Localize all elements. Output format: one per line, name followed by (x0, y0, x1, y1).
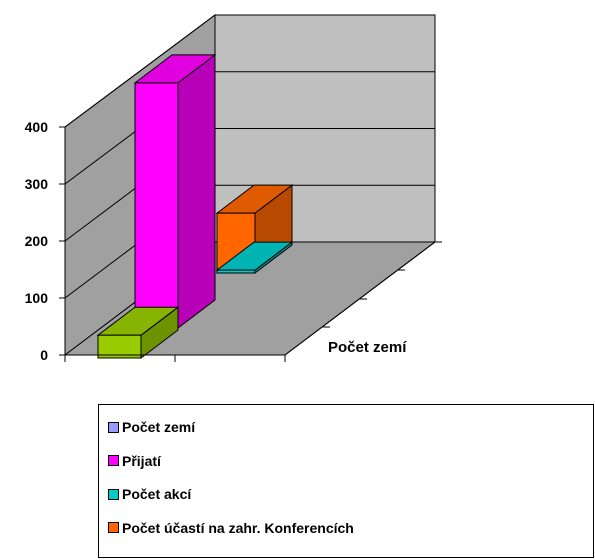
y-tick-labels: 0 100 200 300 400 (25, 119, 65, 363)
legend (98, 404, 594, 558)
bars (96, 53, 294, 360)
legend-swatch (108, 455, 119, 467)
bar-pocet-akci (215, 241, 294, 275)
gridline-side (64, 14, 216, 128)
legend-item-prijati: Přijatí (108, 453, 161, 469)
legend-label: Přijatí (122, 452, 161, 469)
y-tick-label: 0 (40, 347, 48, 363)
legend-label: Počet akcí (122, 486, 192, 503)
y-tick-label: 400 (25, 119, 49, 135)
legend-item-pocet-zemi: Počet zemí (108, 419, 195, 435)
depth-axis-label: Počet zemí (328, 339, 407, 356)
y-tick-label: 300 (25, 176, 49, 192)
legend-item-pocet-ucasti: Počet účastí na zahr. Konferencích (108, 520, 354, 536)
y-tick-label: 200 (25, 233, 49, 249)
legend-label: Počet zemí (122, 419, 196, 435)
bar-side-face (177, 53, 216, 330)
legend-swatch (108, 522, 119, 534)
bar-front-face (134, 82, 179, 329)
bar-unnamed (96, 306, 180, 360)
chart-plot: 0 100 200 300 400 Počet zemí (25, 14, 442, 363)
bar-front-face (97, 334, 142, 359)
y-tick-label: 100 (25, 290, 49, 306)
bar-front-face (216, 269, 256, 274)
legend-label: Počet účastí na zahr. Konferencích (122, 519, 354, 536)
legend-swatch (108, 421, 119, 433)
bar-prijati (133, 53, 217, 330)
legend-swatch (108, 488, 119, 500)
depth-axis (284, 241, 442, 356)
legend-item-pocet-akci: Počet akcí (108, 486, 191, 502)
